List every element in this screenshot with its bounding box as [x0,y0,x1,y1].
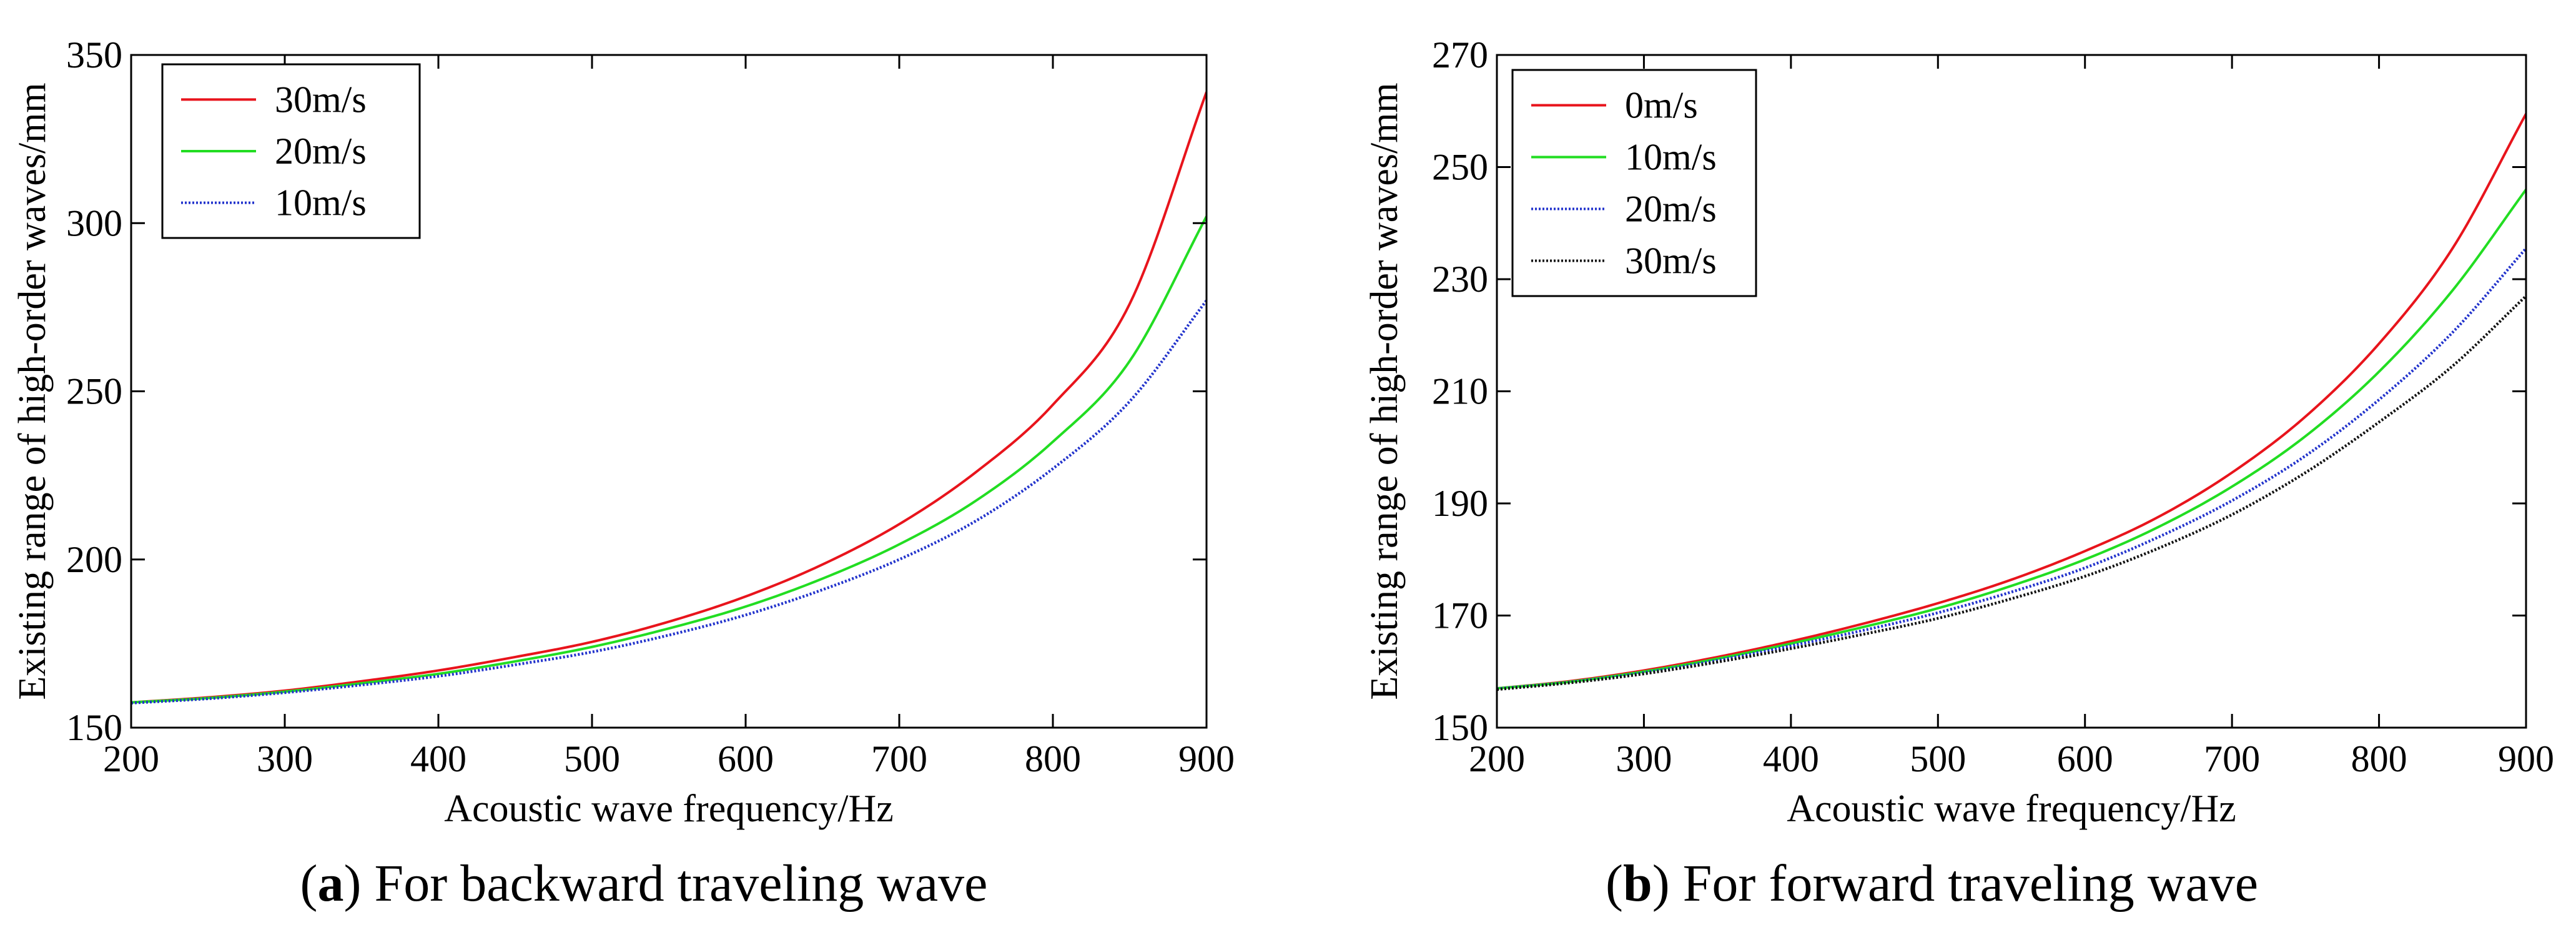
chart-panel-a: 200 300 400 500 600 700 800 900150200250300350A… [11,34,1235,830]
x-tick-label-b-300: 300 [1616,738,1672,779]
x-axis-label-b: Acoustic wave frequency/Hz [1787,788,2236,830]
caption-letter-b: b [1622,854,1652,913]
y-tick-label-a-200: 200 [66,539,122,580]
caption-text-b: For forward traveling wave [1682,854,2259,913]
x-tick-label-b-200: 200 [1469,738,1525,779]
series-line-b-0m-per-s [1497,113,2526,690]
x-tick-label-a-500: 500 [564,738,620,779]
legend-label-b-10m-per-s: 10m/s [1625,137,1717,178]
series-group-b [1497,113,2526,691]
y-tick-label-b-270: 270 [1432,34,1488,76]
x-tick-label-a-900: 900 [1178,738,1235,779]
x-tick-label-a-200: 200 [103,738,159,779]
y-axis-label-b: Existing range of high-order waves/mm [1363,82,1406,700]
y-tick-label-b-170: 170 [1432,595,1488,636]
x-tick-label-a-700: 700 [871,738,927,779]
chart-panel-b: 200 300 400 500 600 700 800 900 150 170 190 210 230 2… [1363,34,2554,830]
series-group-a [131,91,1207,705]
series-line-a-20m-per-s [131,215,1207,704]
y-tick-label-a-300: 300 [66,202,122,244]
caption-letter-a: a [317,854,344,913]
x-axis-label-a: Acoustic wave frequency/Hz [444,788,894,830]
legend-label-b-30m-per-s: 30m/s [1625,240,1717,282]
y-tick-label-b-230: 230 [1432,259,1488,300]
caption-text-a: For backward traveling wave [374,854,988,913]
caption-panel-a: (a) For backward traveling wave [300,854,988,913]
y-tick-label-a-350: 350 [66,34,122,76]
legend-label-a-30m-per-s: 30m/s [275,79,367,120]
x-tick-label-b-900: 900 [2498,738,2554,779]
series-line-a-30m-per-s [131,91,1207,704]
y-axis-label-a: Existing range of high-order waves/mm [11,82,54,700]
x-tick-label-a-800: 800 [1025,738,1081,779]
legend-label-b-20m-per-s: 20m/s [1625,189,1717,230]
y-tick-label-b-210: 210 [1432,371,1488,412]
legend-label-b-0m-per-s: 0m/s [1625,85,1698,126]
x-tick-label-a-300: 300 [257,738,313,779]
legend-label-a-20m-per-s: 20m/s [275,131,367,172]
series-line-a-10m-per-s [131,299,1207,705]
x-tick-label-a-400: 400 [410,738,466,779]
y-tick-label-a-250: 250 [66,371,122,412]
x-tick-label-b-500: 500 [1910,738,1966,779]
y-tick-label-a-150: 150 [66,707,122,748]
caption-panel-b: (b) For forward traveling wave [1605,854,2259,913]
y-tick-label-b-250: 250 [1432,147,1488,188]
series-line-b-20m-per-s [1497,247,2526,691]
x-tick-label-a-600: 600 [718,738,774,779]
x-tick-label-b-700: 700 [2204,738,2260,779]
y-tick-label-b-150: 150 [1432,707,1488,748]
legend-label-a-10m-per-s: 10m/s [275,182,367,224]
x-tick-label-b-400: 400 [1763,738,1819,779]
legend-box-b [1511,69,1757,297]
series-line-b-30m-per-s [1497,295,2526,691]
x-tick-label-b-600: 600 [2057,738,2113,779]
y-tick-label-b-190: 190 [1432,483,1488,524]
x-tick-label-b-800: 800 [2351,738,2407,779]
